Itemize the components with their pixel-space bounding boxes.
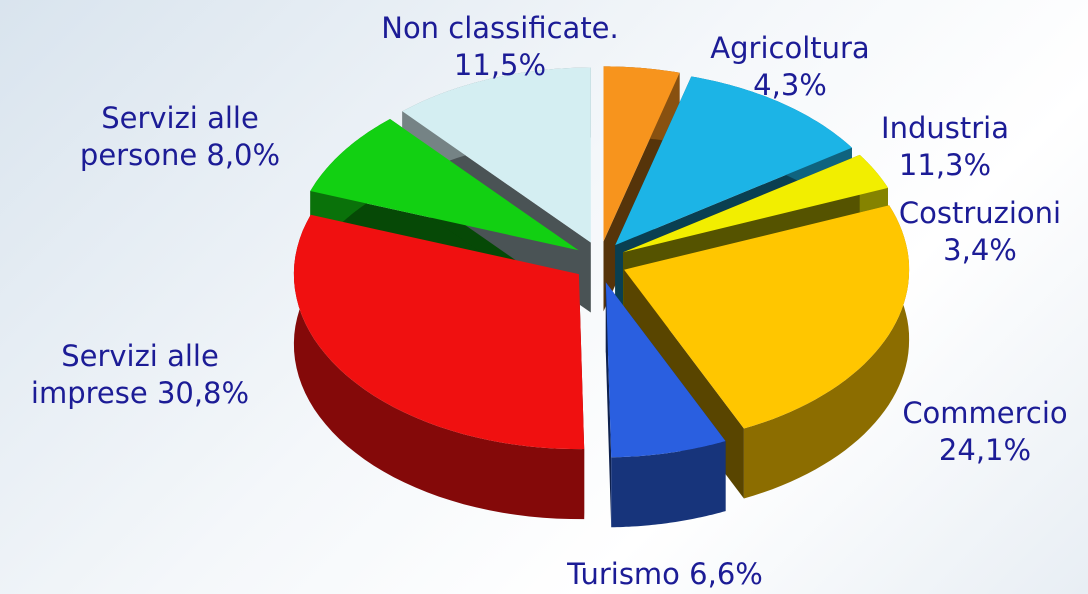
value-label: 11,3% (898, 148, 992, 182)
slice-label: Commercio 24,1% (885, 395, 1085, 469)
slice-label: Costruzioni 3,4% (880, 195, 1080, 269)
category-name: Non classificate. (381, 11, 619, 45)
slice-side (293, 214, 585, 520)
value-label: 24,1% (938, 433, 1032, 467)
value-label: 3,4% (943, 233, 1017, 267)
category-name: Industria (881, 111, 1009, 145)
category-name: Servizi alle imprese (30, 339, 219, 410)
slice-label: Servizi alle imprese 30,8% (10, 338, 270, 412)
slice-side (611, 441, 726, 528)
slice (623, 154, 888, 253)
slice (402, 67, 591, 243)
value-label: 11,5% (453, 48, 547, 82)
slice-label: Servizi alle persone 8,0% (60, 100, 300, 174)
slice (603, 66, 680, 242)
category-name: Commercio (902, 396, 1068, 430)
value-label: 6,6% (689, 557, 763, 591)
slice (615, 76, 852, 246)
value-label: 30,8% (156, 376, 250, 410)
category-name: Turismo (567, 557, 680, 591)
slice-label: Turismo 6,6% (535, 556, 795, 593)
category-name: Agricoltura (710, 31, 870, 65)
slice-label: Agricoltura 4,3% (690, 30, 890, 104)
value-label: 4,3% (753, 68, 827, 102)
slice (624, 205, 910, 429)
slice-side (605, 282, 612, 528)
slice-label: Non classificate. 11,5% (340, 10, 660, 84)
category-name: Costruzioni (898, 196, 1062, 230)
value-label: 8,0% (206, 138, 281, 172)
slice-label: Industria 11,3% (860, 110, 1030, 184)
category-name: Servizi alle persone (79, 101, 259, 172)
slice-side (743, 205, 910, 499)
slice (310, 119, 579, 251)
slice (605, 282, 726, 458)
slice (293, 214, 585, 450)
